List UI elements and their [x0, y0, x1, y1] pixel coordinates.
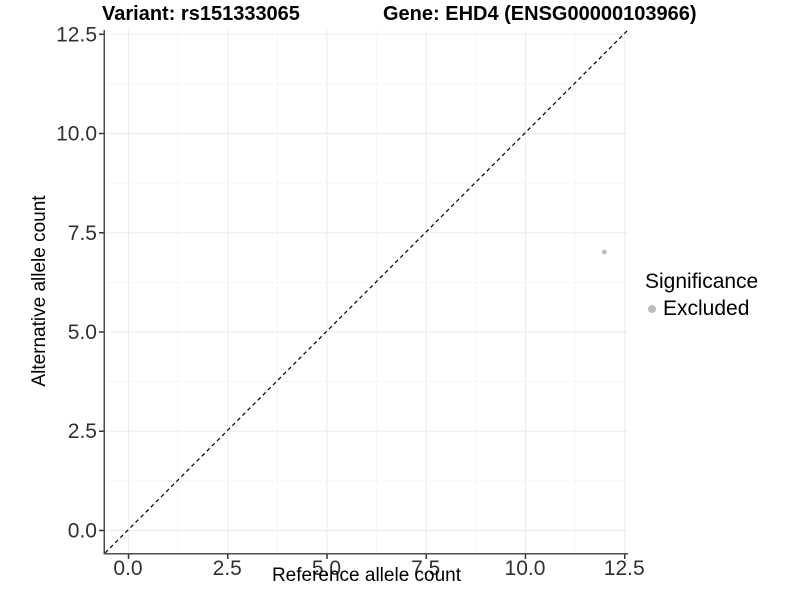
y-tick-label: 12.5: [56, 23, 97, 46]
y-tick-label: 7.5: [68, 222, 97, 245]
y-tick-label: 10.0: [56, 123, 97, 146]
dashed-identity-line: [104, 29, 629, 554]
x-tick-label: 0.0: [113, 557, 142, 580]
y-axis-label: Alternative allele count: [29, 195, 50, 387]
x-axis-label: Reference allele count: [271, 565, 462, 586]
x-tick-label: 12.5: [604, 557, 645, 580]
legend: Significance Excluded: [645, 270, 758, 321]
y-tick-label: 2.5: [68, 420, 97, 443]
plot-title-variant: Variant: rs151333065: [102, 3, 300, 25]
data-point-excluded: [601, 249, 607, 255]
y-tick-label: 5.0: [68, 321, 97, 344]
legend-key-dot: [648, 305, 656, 313]
legend-entry-label: Excluded: [663, 297, 750, 320]
x-tick-label: 10.0: [505, 557, 546, 580]
x-tick-label: 2.5: [213, 557, 242, 580]
x-tick-label: 7.5: [411, 557, 440, 580]
x-tick-label: 5.0: [312, 557, 341, 580]
y-tick-label: 0.0: [68, 519, 97, 542]
legend-entry-excluded: Excluded: [645, 297, 758, 321]
legend-title: Significance: [645, 270, 759, 293]
plot-title-gene: Gene: EHD4 (ENSG00000103966): [383, 3, 697, 25]
